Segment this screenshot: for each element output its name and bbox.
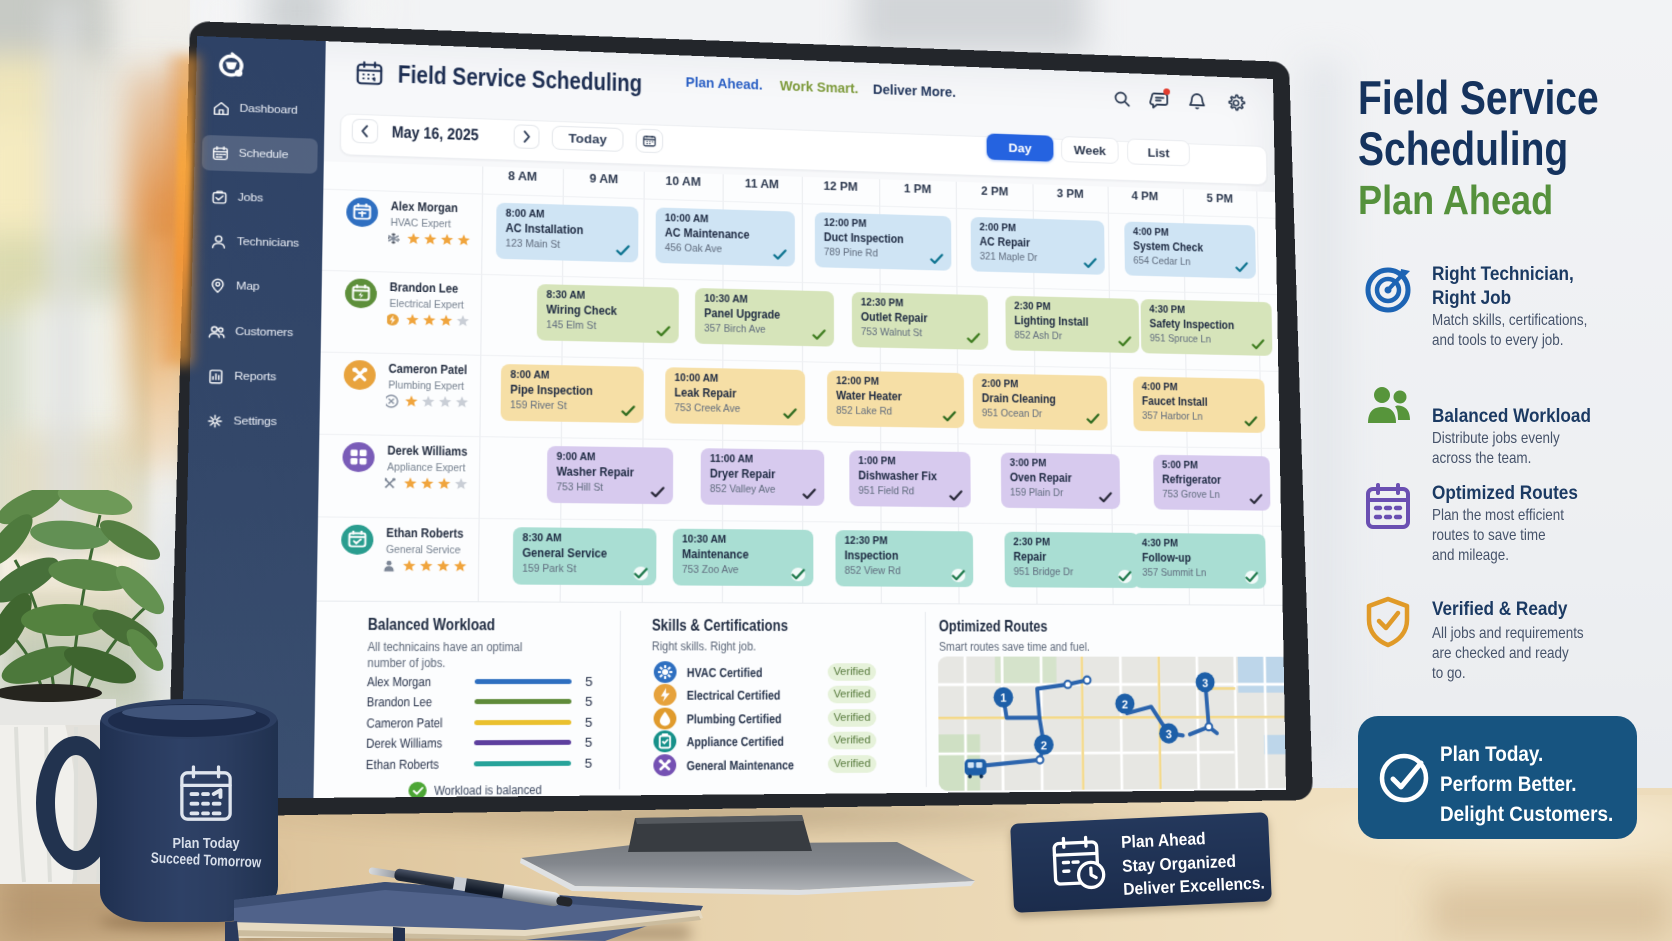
svg-text:1: 1 [1000,691,1007,705]
svg-text:3: 3 [1166,728,1173,742]
svg-text:3: 3 [1202,676,1209,689]
svg-text:2: 2 [1041,739,1048,753]
svg-text:2: 2 [1122,698,1129,712]
